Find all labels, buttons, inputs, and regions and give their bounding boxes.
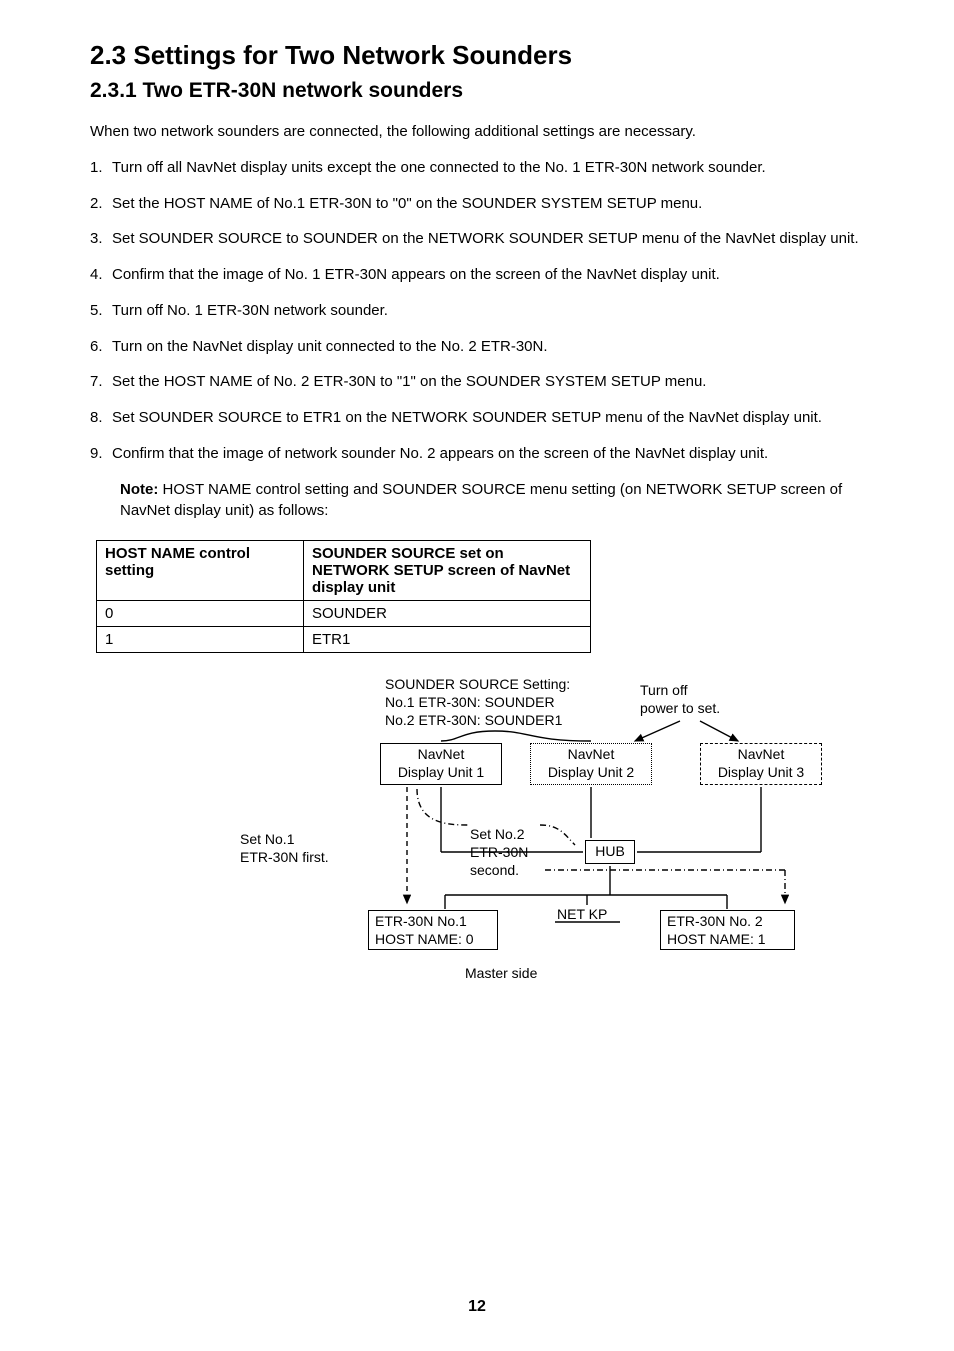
sounder-source-label: SOUNDER SOURCE Setting: No.1 ETR-30N: SO…: [385, 675, 570, 730]
step-text: Turn on the NavNet display unit connecte…: [112, 338, 548, 355]
table-cell: ETR1: [304, 627, 591, 653]
table-header: HOST NAME control setting: [97, 541, 304, 601]
note-text: HOST NAME control setting and SOUNDER SO…: [120, 481, 842, 520]
nav-unit-3: NavNetDisplay Unit 3: [700, 743, 822, 785]
network-diagram: SOUNDER SOURCE Setting: No.1 ETR-30N: SO…: [240, 675, 880, 1005]
step-number: 8.: [90, 407, 103, 429]
table-header: SOUNDER SOURCE set on NETWORK SETUP scre…: [304, 541, 591, 601]
note-label: Note:: [120, 481, 158, 498]
table-cell: SOUNDER: [304, 601, 591, 627]
set2-label: Set No.2 ETR-30N second.: [470, 825, 528, 880]
table-cell: 0: [97, 601, 304, 627]
step-text: Set the HOST NAME of No.1 ETR-30N to "0"…: [112, 195, 702, 212]
note-block: Note: HOST NAME control setting and SOUN…: [120, 479, 884, 523]
step-text: Turn off all NavNet display units except…: [112, 159, 766, 176]
step-number: 3.: [90, 228, 103, 250]
intro-paragraph: When two network sounders are connected,…: [90, 121, 884, 143]
step-item: 7. Set the HOST NAME of No. 2 ETR-30N to …: [90, 371, 884, 393]
step-number: 7.: [90, 371, 103, 393]
set1-label: Set No.1 ETR-30N first.: [240, 830, 329, 866]
step-text: Confirm that the image of No. 1 ETR-30N …: [112, 266, 720, 283]
step-item: 5. Turn off No. 1 ETR-30N network sounder…: [90, 300, 884, 322]
hub-box: HUB: [585, 840, 635, 864]
step-text: Set the HOST NAME of No. 2 ETR-30N to "1…: [112, 373, 706, 390]
step-number: 5.: [90, 300, 103, 322]
table-row: 0 SOUNDER: [97, 601, 591, 627]
subsection-title: 2.3.1 Two ETR-30N network sounders: [90, 79, 884, 103]
step-item: 6. Turn on the NavNet display unit connec…: [90, 336, 884, 358]
step-number: 2.: [90, 193, 103, 215]
nav-unit-2: NavNetDisplay Unit 2: [530, 743, 652, 785]
step-item: 4. Confirm that the image of No. 1 ETR-30…: [90, 264, 884, 286]
table-cell: 1: [97, 627, 304, 653]
steps-list: 1. Turn off all NavNet display units exce…: [90, 157, 884, 465]
host-name-table: HOST NAME control setting SOUNDER SOURCE…: [96, 540, 591, 653]
section-title: 2.3 Settings for Two Network Sounders: [90, 40, 884, 71]
etr-1-box: ETR-30N No.1HOST NAME: 0: [368, 910, 498, 950]
nav-unit-1: NavNetDisplay Unit 1: [380, 743, 502, 785]
step-item: 3. Set SOUNDER SOURCE to SOUNDER on the N…: [90, 228, 884, 250]
step-text: Confirm that the image of network sounde…: [112, 445, 768, 462]
etr-2-box: ETR-30N No. 2HOST NAME: 1: [660, 910, 795, 950]
turnoff-label: Turn off power to set.: [640, 681, 720, 717]
step-text: Set SOUNDER SOURCE to ETR1 on the NETWOR…: [112, 409, 822, 426]
step-number: 1.: [90, 157, 103, 179]
step-text: Turn off No. 1 ETR-30N network sounder.: [112, 302, 388, 319]
step-item: 9. Confirm that the image of network soun…: [90, 443, 884, 465]
page-number: 12: [0, 1298, 954, 1316]
step-number: 6.: [90, 336, 103, 358]
step-number: 9.: [90, 443, 103, 465]
step-item: 2. Set the HOST NAME of No.1 ETR-30N to "…: [90, 193, 884, 215]
step-text: Set SOUNDER SOURCE to SOUNDER on the NET…: [112, 230, 859, 247]
netkp-label: NET KP: [557, 905, 607, 923]
table-row: 1 ETR1: [97, 627, 591, 653]
step-number: 4.: [90, 264, 103, 286]
step-item: 1. Turn off all NavNet display units exce…: [90, 157, 884, 179]
master-side-caption: Master side: [465, 965, 537, 981]
step-item: 8. Set SOUNDER SOURCE to ETR1 on the NETW…: [90, 407, 884, 429]
